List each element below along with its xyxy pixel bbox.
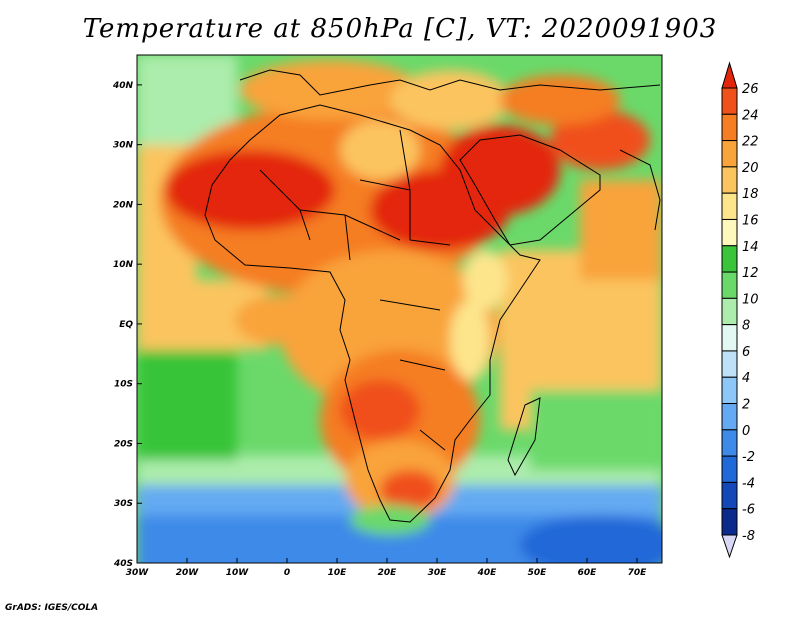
colorbar-label: -6: [742, 503, 755, 518]
colorbar-swatch: [721, 218, 738, 247]
lat-tick-label: 20N: [113, 200, 134, 210]
colorbar-label: 14: [742, 240, 759, 255]
colorbar-swatch: [721, 192, 738, 220]
colorbar-swatch: [721, 297, 738, 326]
colorbar-label: 0: [742, 424, 750, 439]
colorbar-label: 4: [742, 371, 750, 386]
lon-tick-label: 40E: [477, 568, 498, 578]
lat-tick-label: 10S: [114, 380, 133, 390]
colorbar-label: 18: [742, 187, 759, 202]
lat-tick-label: 20S: [114, 439, 133, 449]
africa-coastline: [204, 104, 541, 523]
colorbar-label: 24: [742, 108, 759, 123]
lat-tick-label: 30N: [113, 141, 134, 151]
colorbar-swatch: [721, 481, 738, 510]
colorbar-label: -4: [742, 476, 755, 491]
colorbar-swatch: [721, 429, 738, 457]
colorbar-swatch: [721, 271, 738, 299]
colorbar-label: -8: [742, 529, 755, 544]
lon-tick-label: 50E: [528, 568, 548, 578]
colorbar-swatch: [721, 508, 738, 536]
colorbar-label: 8: [742, 319, 750, 334]
colorbar-label: 26: [742, 82, 759, 97]
europe-coastline: [239, 69, 661, 96]
border-lines: [259, 129, 451, 451]
colorbar-label: 12: [742, 266, 759, 281]
lat-tick-label: 30S: [114, 499, 133, 509]
lat-tick-label: 40S: [113, 559, 133, 569]
arabia-coastline: [459, 134, 601, 246]
lon-tick-label: 60E: [578, 568, 598, 578]
colorbar-label: 6: [742, 345, 750, 360]
colorbar-swatch: [721, 140, 738, 168]
colorbar-swatch: [721, 403, 738, 431]
plot-frame: [136, 54, 663, 564]
colorbar-bottom-arrow: [721, 534, 738, 559]
colorbar-label: 16: [742, 213, 759, 228]
colorbar-swatch: [721, 455, 738, 483]
colorbar-swatch: [721, 324, 738, 352]
colorbar-swatch: [721, 87, 738, 115]
colorbar-swatch: [721, 113, 738, 142]
india-coastline: [619, 149, 661, 231]
lat-tick-label: 10N: [113, 260, 134, 270]
temperature-field: [137, 55, 662, 563]
lon-tick-label: 20W: [176, 568, 200, 578]
lon-tick-label: 0: [284, 568, 290, 578]
colorbar-swatch: [721, 166, 738, 194]
axis-ticks: 30W 20W 10W 0 10E 20E 30E 40E 50E 60E 70E 40N 30N 20N…: [112, 81, 647, 578]
lat-tick-label: 40N: [112, 81, 134, 91]
lat-tick-label: EQ: [119, 320, 133, 330]
colorbar-label: 20: [742, 161, 759, 176]
map-title: Temperature at 850hPa [C], VT: 202009190…: [82, 14, 718, 44]
madagascar-coastline: [507, 397, 541, 477]
lon-tick-label: 30E: [428, 568, 448, 578]
colorbar-label: 10: [742, 292, 759, 307]
lon-tick-label: 70E: [628, 568, 648, 578]
colorbar-swatch: [721, 376, 738, 405]
credit-text: GrADS: IGES/COLA: [5, 603, 99, 613]
colorbar-swatch: [721, 350, 738, 378]
colorbar-label: 22: [742, 135, 759, 150]
coastlines: [204, 69, 661, 523]
lon-tick-label: 20E: [378, 568, 398, 578]
lon-tick-label: 10W: [226, 568, 250, 578]
colorbar-label: -2: [742, 450, 755, 465]
colorbar-swatch: [721, 245, 738, 273]
colorbar-top-arrow: [721, 61, 738, 89]
lon-tick-label: 10E: [328, 568, 348, 578]
colorbar-label: 2: [742, 398, 750, 413]
lon-tick-label: 30W: [126, 568, 150, 578]
